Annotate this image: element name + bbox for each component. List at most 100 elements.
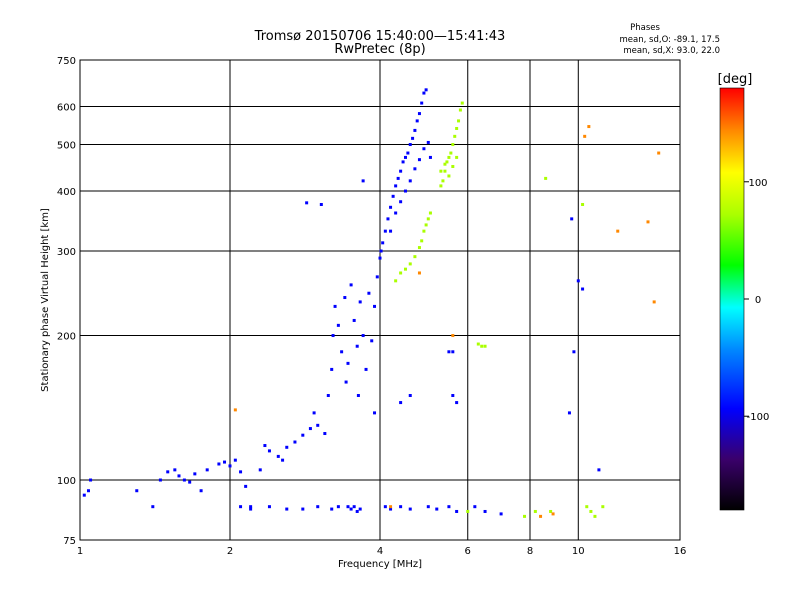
data-point-X bbox=[413, 255, 417, 259]
x-tick-label: 16 bbox=[674, 546, 687, 557]
data-point-O bbox=[193, 472, 197, 476]
data-point-O bbox=[223, 460, 227, 464]
data-point-O bbox=[389, 507, 393, 511]
data-point-O bbox=[239, 505, 243, 509]
data-point-O bbox=[426, 505, 430, 509]
data-point-X bbox=[549, 509, 553, 513]
y-tick-label: 750 bbox=[57, 56, 76, 67]
data-point-O bbox=[281, 458, 285, 462]
data-point-O bbox=[182, 478, 186, 482]
data-point-other bbox=[451, 334, 455, 338]
y-tick-label: 400 bbox=[57, 187, 76, 198]
data-point-O bbox=[567, 411, 571, 415]
data-point-O bbox=[413, 167, 417, 171]
data-point-O bbox=[455, 509, 459, 513]
data-point-X bbox=[449, 151, 453, 155]
data-point-O bbox=[447, 505, 451, 509]
data-point-O bbox=[249, 507, 253, 511]
data-point-other bbox=[417, 271, 421, 275]
data-point-O bbox=[258, 468, 262, 472]
data-point-other bbox=[657, 151, 661, 155]
data-point-X bbox=[428, 211, 432, 215]
data-point-X bbox=[581, 202, 585, 206]
data-point-O bbox=[499, 512, 503, 516]
data-point-other bbox=[551, 512, 555, 516]
data-point-X bbox=[443, 169, 447, 173]
data-point-O bbox=[394, 184, 398, 188]
data-point-X bbox=[593, 514, 597, 518]
data-point-O bbox=[319, 202, 323, 206]
data-point-O bbox=[367, 291, 371, 295]
data-point-O bbox=[361, 179, 365, 183]
data-point-O bbox=[408, 394, 412, 398]
data-point-O bbox=[381, 241, 385, 245]
data-point-X bbox=[460, 101, 464, 105]
data-point-O bbox=[394, 211, 398, 215]
data-point-X bbox=[447, 155, 451, 159]
x-tick-label: 2 bbox=[227, 546, 233, 557]
data-point-O bbox=[239, 470, 243, 474]
data-point-O bbox=[383, 505, 387, 509]
data-point-O bbox=[406, 151, 410, 155]
data-point-O bbox=[312, 411, 316, 415]
data-point-O bbox=[173, 468, 177, 472]
data-point-O bbox=[399, 169, 403, 173]
data-point-O bbox=[389, 205, 393, 209]
data-point-O bbox=[346, 505, 350, 509]
data-point-O bbox=[135, 489, 139, 493]
data-point-O bbox=[205, 468, 209, 472]
data-point-O bbox=[177, 474, 181, 478]
data-point-O bbox=[228, 464, 232, 468]
data-point-O bbox=[285, 445, 289, 449]
data-point-X bbox=[453, 134, 457, 138]
data-point-O bbox=[379, 249, 383, 253]
data-point-X bbox=[533, 509, 537, 513]
data-point-O bbox=[308, 427, 312, 431]
data-point-O bbox=[370, 339, 374, 343]
data-point-O bbox=[408, 507, 412, 511]
data-point-O bbox=[199, 489, 203, 493]
y-axis-label: Stationary phase Virtual Height [km] bbox=[40, 208, 51, 392]
data-point-O bbox=[316, 423, 320, 427]
data-point-O bbox=[361, 334, 365, 338]
data-point-X bbox=[394, 279, 398, 283]
data-point-O bbox=[451, 350, 455, 354]
data-point-O bbox=[349, 507, 353, 511]
data-point-X bbox=[420, 239, 424, 243]
data-point-O bbox=[356, 394, 360, 398]
x-tick-label: 6 bbox=[465, 546, 471, 557]
data-point-O bbox=[330, 367, 334, 371]
data-point-X bbox=[480, 344, 484, 348]
data-point-O bbox=[86, 489, 90, 493]
data-point-O bbox=[346, 361, 350, 365]
data-point-X bbox=[439, 169, 443, 173]
x-tick-label: 8 bbox=[527, 546, 533, 557]
data-point-other bbox=[539, 514, 543, 518]
data-point-X bbox=[451, 143, 455, 147]
data-point-O bbox=[399, 401, 403, 405]
data-point-O bbox=[263, 444, 267, 448]
data-point-O bbox=[576, 279, 580, 283]
data-point-O bbox=[373, 411, 377, 415]
data-point-other bbox=[646, 220, 650, 224]
data-point-O bbox=[451, 394, 455, 398]
data-point-X bbox=[443, 162, 447, 166]
data-point-O bbox=[355, 344, 359, 348]
data-point-O bbox=[340, 350, 344, 354]
data-point-X bbox=[458, 108, 462, 112]
data-point-O bbox=[403, 155, 407, 159]
colorbar-tick-label: 0 bbox=[755, 295, 761, 306]
data-point-O bbox=[158, 478, 162, 482]
data-point-O bbox=[301, 507, 305, 511]
colorbar-tick-label: 100 bbox=[748, 178, 767, 189]
data-point-O bbox=[188, 480, 192, 484]
data-point-O bbox=[422, 147, 426, 151]
data-point-O bbox=[391, 194, 395, 198]
data-point-O bbox=[276, 454, 280, 458]
data-point-X bbox=[417, 246, 421, 250]
data-point-O bbox=[330, 507, 334, 511]
y-axis: 75 100 200 300 400 500 600 750 bbox=[57, 56, 76, 547]
y-tick-label: 300 bbox=[57, 247, 76, 258]
data-point-O bbox=[422, 91, 426, 95]
data-point-O bbox=[331, 334, 335, 338]
